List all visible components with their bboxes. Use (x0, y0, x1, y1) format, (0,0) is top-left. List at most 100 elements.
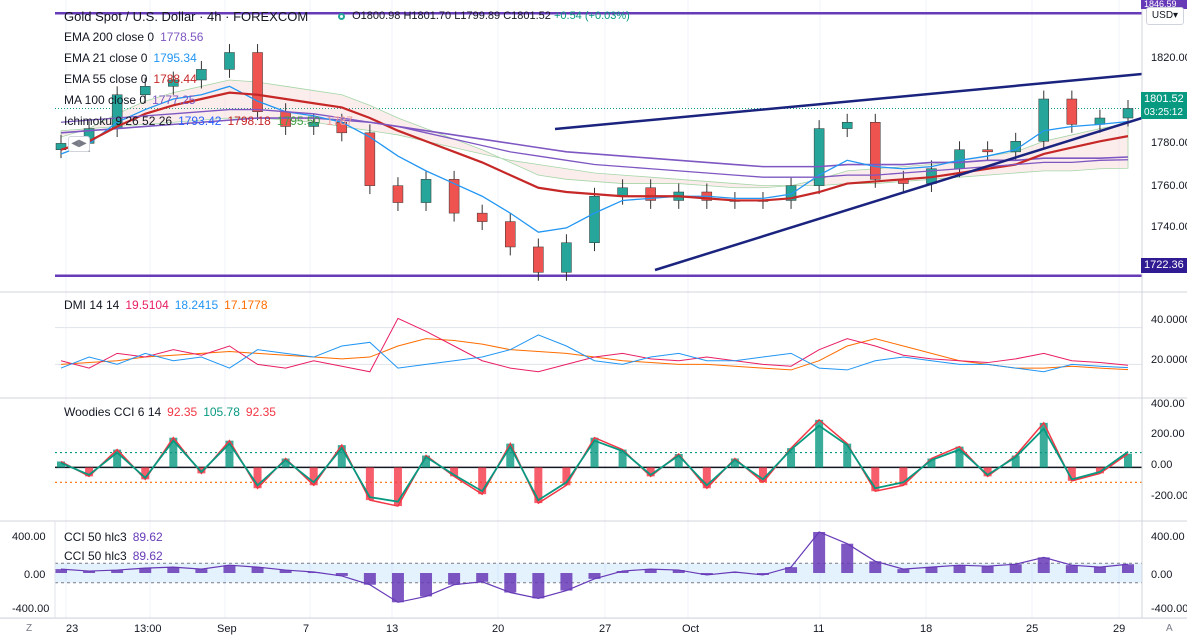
cci-histogram-bar (363, 573, 376, 585)
cci-histogram-bar (560, 573, 573, 591)
candle-body (168, 79, 179, 87)
cci-right-tick-0: 0.00 (1151, 569, 1173, 581)
legend-cci-2[interactable]: CCI 50 hlc3 89.62 (64, 549, 163, 563)
legend-ichimoku-value3: 1795.50 (276, 114, 321, 128)
zoom-reset-button[interactable]: Z (26, 623, 33, 634)
cci-histogram-bar (953, 565, 966, 573)
cci-histogram-bar (448, 573, 461, 585)
candle-body (645, 187, 656, 201)
time-tick-11: 11 (813, 623, 825, 635)
woodies-histogram-bar (1095, 467, 1104, 474)
time-tick-7: 7 (303, 623, 310, 635)
legend-ma100-name: MA 100 close 0 (64, 93, 147, 107)
cci-pane[interactable] (55, 531, 1142, 603)
legend-dmi-name: DMI 14 14 (64, 298, 120, 312)
ma-line-4 (60, 108, 1129, 178)
legend-ema200-value: 1778.56 (160, 30, 204, 44)
woodies-histogram-bar (843, 443, 852, 468)
cci-left-tick-minus400: -400.00 (12, 603, 50, 615)
cci-histogram-bar (83, 571, 96, 573)
candle-body (982, 149, 993, 153)
time-axis[interactable]: Z 23 13:00 Sep 7 13 20 27 Oct 11 18 25 2… (0, 618, 1187, 638)
woodies-histogram-bar (702, 467, 711, 489)
legend-ichimoku-value2: 1798.18 (227, 114, 271, 128)
legend-cci-1[interactable]: CCI 50 hlc3 89.62 (64, 530, 163, 544)
woodies-histogram-bar (337, 445, 346, 468)
candle-body (196, 69, 207, 81)
cci-histogram-bar (532, 573, 545, 599)
candle-body (785, 185, 797, 201)
ohlc-readout: O1800.98 H1801.70 L1799.89 C1801.52 +0.5… (338, 10, 630, 22)
cci-left-tick-400: 400.00 (12, 531, 46, 543)
woodies-histogram-bar (618, 449, 627, 468)
candle-body (1066, 98, 1078, 125)
lower-trendline (654, 116, 1143, 272)
legend-ema21-value: 1795.34 (153, 51, 197, 65)
candle-body (308, 122, 319, 127)
candle-body (448, 179, 460, 214)
candle-body (476, 212, 488, 222)
woodies-histogram-bar (365, 467, 374, 501)
time-tick-oct: Oct (682, 623, 700, 635)
current-price-badge: 1801.52 (1141, 92, 1187, 107)
cci-histogram-bar (897, 569, 910, 573)
woodies-histogram-bar (113, 449, 122, 468)
woodies-histogram-bar (393, 467, 402, 507)
candle-body (505, 221, 516, 248)
woodies-cci-pane[interactable] (55, 418, 1142, 507)
woodies-histogram-bar (85, 467, 94, 477)
woodies-cci-line (60, 424, 1129, 503)
candle-body (364, 132, 376, 186)
collapse-legend-icon[interactable]: ◀▶ (68, 136, 90, 152)
woodies-histogram-bar (1067, 467, 1076, 481)
candle-body (561, 242, 572, 273)
symbol-title[interactable]: Gold Spot / U.S. Dollar · 4h · FOREXCOM (64, 9, 308, 24)
woodies-histogram-bar (590, 437, 599, 468)
legend-ema200-name: EMA 200 close 0 (64, 30, 155, 44)
dmi-pane[interactable] (55, 317, 1142, 373)
legend-dmi[interactable]: DMI 14 14 19.5104 18.2415 17.1778 (64, 298, 268, 312)
cci-histogram-bar (504, 573, 517, 593)
cci-line (60, 531, 1129, 603)
legend-woodies-value2: 105.78 (203, 405, 240, 419)
legend-ema200[interactable]: EMA 200 close 0 1778.56 (64, 30, 203, 44)
woodies-histogram-bar (197, 467, 206, 474)
woodies-tick-200: 200.00 (1151, 428, 1185, 440)
main-price-pane[interactable] (55, 11, 1143, 281)
legend-ema55[interactable]: EMA 55 close 0 1788.44 (64, 72, 197, 86)
legend-ma100[interactable]: MA 100 close 0 1777.25 (64, 93, 195, 107)
market-status-icon (338, 13, 345, 20)
cci-histogram-bar (1065, 565, 1078, 573)
price-tick-1820: 1820.00 (1151, 52, 1187, 64)
legend-ichimoku-value1: 1793.42 (178, 114, 222, 128)
legend-dmi-value1: 19.5104 (125, 298, 169, 312)
legend-ichimoku[interactable]: Ichimoku 9 26 52 26 1793.42 1798.18 1795.50… (64, 114, 353, 128)
cci-histogram-bar (869, 561, 882, 573)
cci-histogram-bar (981, 566, 994, 573)
legend-ichimoku-value4: 1787 (326, 114, 353, 128)
dmi-line-0 (60, 317, 1129, 373)
woodies-histogram-bar (450, 467, 459, 477)
legend-woodies[interactable]: Woodies CCI 6 14 92.35 105.78 92.35 (64, 405, 276, 419)
cci-histogram-bar (588, 573, 601, 579)
cci-histogram-bar (1122, 564, 1134, 573)
time-tick-sep: Sep (217, 623, 237, 635)
currency-button[interactable]: USD▾ (1146, 7, 1184, 25)
cci-histogram-bar (925, 567, 938, 573)
candle-body (392, 185, 404, 203)
price-tick-1760: 1760.00 (1151, 180, 1187, 192)
legend-ema21[interactable]: EMA 21 close 0 1795.34 (64, 51, 197, 65)
time-tick-29: 29 (1113, 623, 1126, 635)
cci-histogram-bar (251, 567, 264, 573)
woodies-histogram-bar (562, 467, 571, 486)
cci-histogram-bar (756, 573, 769, 575)
woodies-tick-minus200: -200.00 (1151, 490, 1187, 502)
cci-right-tick-400: 400.00 (1151, 531, 1185, 543)
woodies-histogram-bar (955, 446, 964, 468)
legend-woodies-name: Woodies CCI 6 14 (64, 405, 162, 419)
legend-cci-value-1: 89.62 (132, 530, 163, 544)
woodies-histogram-bar (927, 458, 936, 468)
cci-left-tick-0: 0.00 (24, 569, 46, 581)
auto-scale-button[interactable]: A (1166, 623, 1173, 634)
